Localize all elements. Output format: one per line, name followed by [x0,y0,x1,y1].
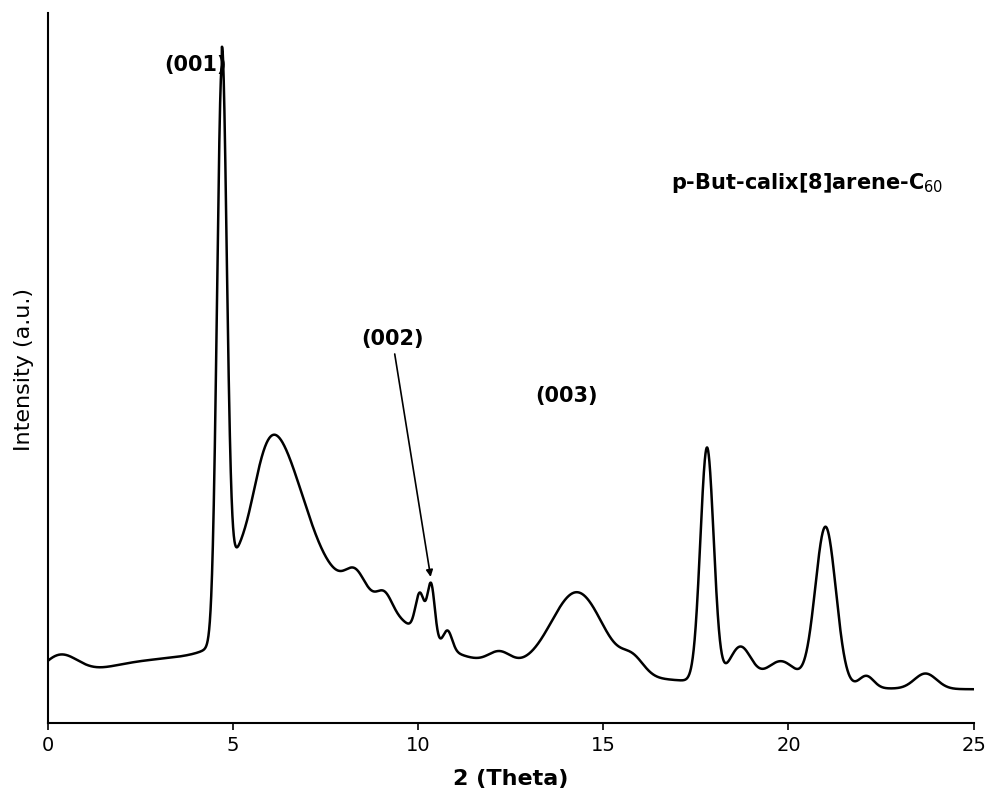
Y-axis label: Intensity (a.u.): Intensity (a.u.) [14,287,34,450]
Text: p-But-calix[8]arene-C$_{60}$: p-But-calix[8]arene-C$_{60}$ [671,171,943,195]
Text: (002): (002) [361,329,432,575]
X-axis label: 2 (Theta): 2 (Theta) [453,768,568,788]
Text: (001): (001) [165,55,227,75]
Text: (003): (003) [535,386,598,406]
